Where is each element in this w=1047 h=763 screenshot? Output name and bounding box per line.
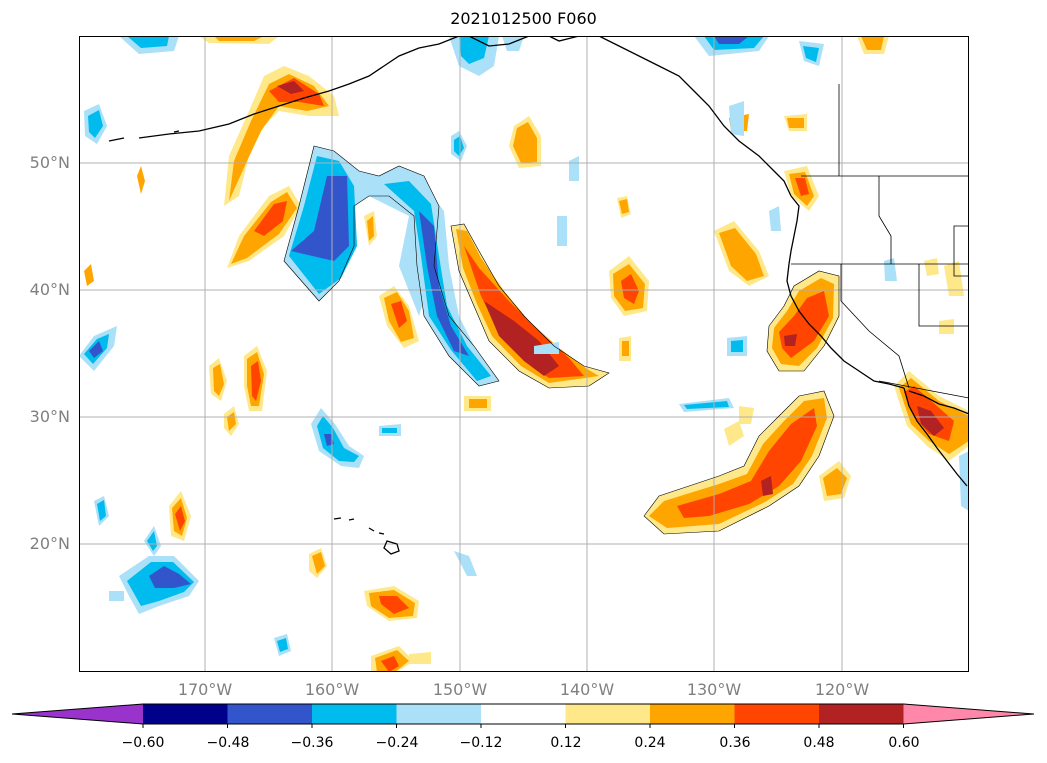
pos-anomaly-patch xyxy=(677,408,817,518)
pos-anomaly-patch xyxy=(312,552,325,574)
colorbar-tick-label: 0.60 xyxy=(888,735,920,751)
neg-anomaly-patch xyxy=(109,591,124,601)
colorbar-tick-label: −0.48 xyxy=(206,735,250,751)
pos-anomaly-patch xyxy=(924,258,939,276)
shading-layer xyxy=(79,36,969,672)
lon-label-120w: 120°W xyxy=(814,680,870,699)
pos-anomaly-patch xyxy=(619,199,629,214)
lon-label-140w: 140°W xyxy=(559,680,615,699)
colorbar-bin xyxy=(650,704,735,724)
colorbar-bin xyxy=(143,704,228,724)
neg-anomaly-patch xyxy=(684,401,729,409)
neg-anomaly-patch xyxy=(88,110,103,138)
pos-anomaly-patch xyxy=(761,476,773,496)
pos-anomaly-patch xyxy=(379,596,409,614)
neg-anomaly-patch xyxy=(317,416,359,462)
map-title: 2021012500 F060 xyxy=(450,9,597,28)
pos-anomaly-patch xyxy=(622,341,629,356)
colorbar-bin xyxy=(565,704,650,724)
pos-anomaly-patch xyxy=(861,36,884,50)
neg-anomaly-patch xyxy=(382,428,397,433)
pos-anomaly-patch xyxy=(84,264,94,286)
pos-anomaly-patch xyxy=(621,274,639,304)
map-plot-area xyxy=(79,36,969,672)
colorbar-bin xyxy=(312,704,397,724)
neg-anomaly-patch xyxy=(89,341,103,358)
pos-anomaly-patch xyxy=(649,398,827,528)
lat-label-30n: 30°N xyxy=(29,407,70,426)
neg-anomaly-patch xyxy=(769,206,781,231)
lat-label-50n: 50°N xyxy=(29,153,70,172)
pos-anomaly-patch xyxy=(917,406,944,436)
neg-anomaly-patch xyxy=(454,551,477,576)
pos-anomaly-patch xyxy=(484,301,559,376)
colorbar-bin xyxy=(396,704,481,724)
contour-lines xyxy=(283,145,840,535)
pos-anomaly-patch xyxy=(939,319,954,334)
colorbar-bin xyxy=(227,704,312,724)
pos-anomaly-patch xyxy=(724,421,744,446)
pos-anomaly-patch xyxy=(254,201,287,236)
colorbar-tick-label: 0.36 xyxy=(719,735,751,751)
colorbar-bin xyxy=(481,704,566,724)
pos-anomaly-patch xyxy=(959,451,969,511)
pos-anomaly-patch xyxy=(944,261,964,296)
lat-label-20n: 20°N xyxy=(29,534,70,553)
neg-anomaly-patch xyxy=(277,638,288,652)
pos-anomaly-patch xyxy=(513,122,537,163)
colorbar-tick-label: 0.12 xyxy=(550,735,582,751)
neg-anomaly-patch xyxy=(459,36,489,64)
neg-anomaly-patch xyxy=(731,340,743,352)
neg-anomaly-patch xyxy=(149,566,191,588)
pos-anomaly-patch xyxy=(137,166,145,194)
lat-label-40n: 40°N xyxy=(29,280,70,299)
pos-anomaly-patch xyxy=(367,216,374,241)
pos-anomaly-patch xyxy=(409,652,431,664)
neg-anomaly-patch xyxy=(884,258,897,281)
colorbar-tick-label: −0.36 xyxy=(290,735,334,751)
colorbar-bin xyxy=(819,704,904,724)
pos-anomaly-patch xyxy=(175,506,185,531)
lon-label-150w: 150°W xyxy=(432,680,488,699)
pos-anomaly-patch xyxy=(823,468,847,496)
lon-label-160w: 160°W xyxy=(304,680,360,699)
neg-anomaly-patch xyxy=(454,136,464,156)
neg-anomaly-patch xyxy=(127,36,169,48)
pos-anomaly-patch xyxy=(719,228,764,281)
neg-anomaly-patch xyxy=(557,216,567,246)
colorbar-tick-label: 0.24 xyxy=(634,735,666,751)
pos-anomaly-patch xyxy=(784,334,797,346)
neg-anomaly-patch xyxy=(729,101,744,136)
colorbar-tick-label: −0.12 xyxy=(459,735,503,751)
pos-anomaly-patch xyxy=(251,361,261,401)
colorbar-bin xyxy=(734,704,819,724)
lon-label-170w: 170°W xyxy=(177,680,233,699)
pos-anomaly-patch xyxy=(213,364,224,396)
neg-anomaly-patch xyxy=(502,36,524,51)
graticule xyxy=(79,36,969,672)
pos-anomaly-patch xyxy=(469,399,487,408)
pos-anomaly-patch xyxy=(739,406,754,424)
pos-anomaly-patch xyxy=(381,656,399,672)
colorbar-tick-label: −0.60 xyxy=(121,735,165,751)
pos-anomaly-patch xyxy=(229,74,329,201)
colorbar-extend-max xyxy=(903,704,1034,724)
neg-anomaly-patch xyxy=(419,211,469,356)
neg-anomaly-patch xyxy=(291,176,349,261)
pos-anomaly-patch xyxy=(787,118,804,128)
colorbar-tick-label: −0.24 xyxy=(375,735,419,751)
neg-anomaly-patch xyxy=(97,500,106,521)
pos-anomaly-patch xyxy=(391,301,407,328)
pos-anomaly-patch xyxy=(214,36,264,41)
neg-anomaly-patch xyxy=(147,531,157,551)
pos-anomaly-patch xyxy=(277,81,304,94)
pos-anomaly-patch xyxy=(795,178,809,196)
colorbar-extend-min xyxy=(12,704,143,724)
colorbar xyxy=(11,703,1035,728)
neg-anomaly-patch xyxy=(569,156,579,181)
neg-anomaly-patch xyxy=(714,36,749,44)
colorbar-tick-label: 0.48 xyxy=(803,735,835,751)
neg-anomaly-patch xyxy=(803,46,819,62)
lon-label-130w: 130°W xyxy=(686,680,742,699)
